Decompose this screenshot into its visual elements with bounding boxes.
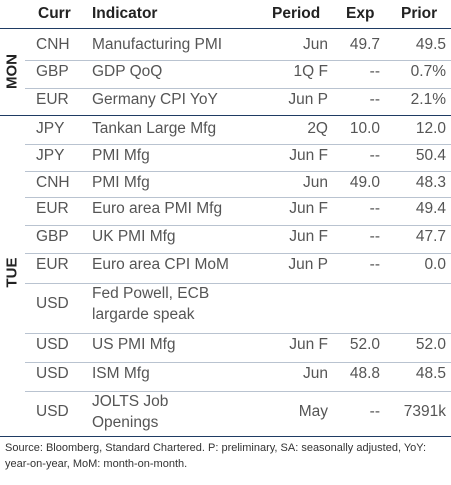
row-indicator: Euro area CPI MoM [92,256,229,273]
table-header: Curr Indicator Period Exp Prior [0,0,451,28]
row-exp: 49.7 [349,36,380,53]
row-period: Jun [303,365,328,382]
row-exp: -- [369,147,380,164]
row-period: May [298,403,328,420]
day-label-mon: MON [3,54,21,89]
row-period: Jun [303,36,328,53]
row-curr: USD [36,365,69,382]
row-indicator: PMI Mfg [92,147,150,164]
header-exp: Exp [346,5,375,22]
row-exp: -- [369,200,380,217]
row-curr: USD [36,295,69,312]
header-prior: Prior [401,5,438,22]
header-period: Period [272,5,321,22]
row-divider [25,171,451,172]
row-period: 1Q F [293,63,328,80]
row-divider [25,88,451,89]
header-curr: Curr [38,5,71,22]
row-divider [25,362,451,363]
row-indicator: Manufacturing PMI [92,36,223,53]
table-bottom-rule [0,436,451,437]
row-prior: 0.0 [424,256,446,273]
row-prior: 12.0 [415,120,446,137]
row-curr: USD [36,403,69,420]
row-exp: -- [369,228,380,245]
day-separator [0,115,451,116]
row-prior: 49.4 [415,200,446,217]
row-divider [25,225,451,226]
row-period: Jun P [288,256,328,273]
row-curr: USD [36,336,69,353]
row-indicator: largarde speak [92,306,195,323]
header-rule [0,28,451,29]
row-period: Jun F [289,147,328,164]
row-exp: 48.8 [349,365,380,382]
row-exp: -- [369,63,380,80]
row-curr: JPY [36,120,65,137]
row-period: Jun F [289,228,328,245]
row-curr: CNH [36,174,70,191]
row-curr: EUR [36,91,69,108]
row-prior: 48.5 [415,365,446,382]
row-prior: 0.7% [410,63,446,80]
row-divider [25,197,451,198]
row-prior: 2.1% [410,91,446,108]
row-exp: -- [369,91,380,108]
row-divider [25,144,451,145]
row-divider [25,253,451,254]
row-exp: 10.0 [349,120,380,137]
row-exp: 52.0 [349,336,380,353]
row-curr: CNH [36,36,70,53]
row-period: 2Q [307,120,328,137]
row-curr: JPY [36,147,65,164]
row-period: Jun F [289,200,328,217]
row-curr: GBP [36,228,69,245]
row-prior: 48.3 [415,174,446,191]
row-prior: 49.5 [415,36,446,53]
row-indicator: Euro area PMI Mfg [92,200,223,217]
row-prior: 7391k [403,403,446,420]
row-period: Jun F [289,336,328,353]
row-divider [25,60,451,61]
row-indicator: JOLTS Job [92,393,169,410]
row-divider [25,391,451,392]
row-period: Jun P [288,91,328,108]
row-period: Jun [303,174,328,191]
row-prior: 47.7 [415,228,446,245]
row-indicator: GDP QoQ [92,63,163,80]
row-divider [25,333,451,334]
row-indicator: Germany CPI YoY [92,91,218,108]
row-exp: 49.0 [349,174,380,191]
row-prior: 52.0 [415,336,446,353]
row-curr: EUR [36,256,69,273]
row-prior: 50.4 [415,147,446,164]
row-curr: GBP [36,63,69,80]
day-label-tue: TUE [3,257,21,288]
row-indicator: Openings [92,414,159,431]
row-divider [25,283,451,284]
row-exp: -- [369,256,380,273]
row-indicator: PMI Mfg [92,174,150,191]
row-indicator: Fed Powell, ECB [92,285,210,302]
row-indicator: UK PMI Mfg [92,228,176,245]
row-curr: EUR [36,200,69,217]
row-indicator: ISM Mfg [92,365,150,382]
row-indicator: Tankan Large Mfg [92,120,217,137]
source-footnote: Source: Bloomberg, Standard Chartered. P… [5,442,427,470]
header-indicator: Indicator [92,5,158,22]
row-exp: -- [369,403,380,420]
row-indicator: US PMI Mfg [92,336,176,353]
